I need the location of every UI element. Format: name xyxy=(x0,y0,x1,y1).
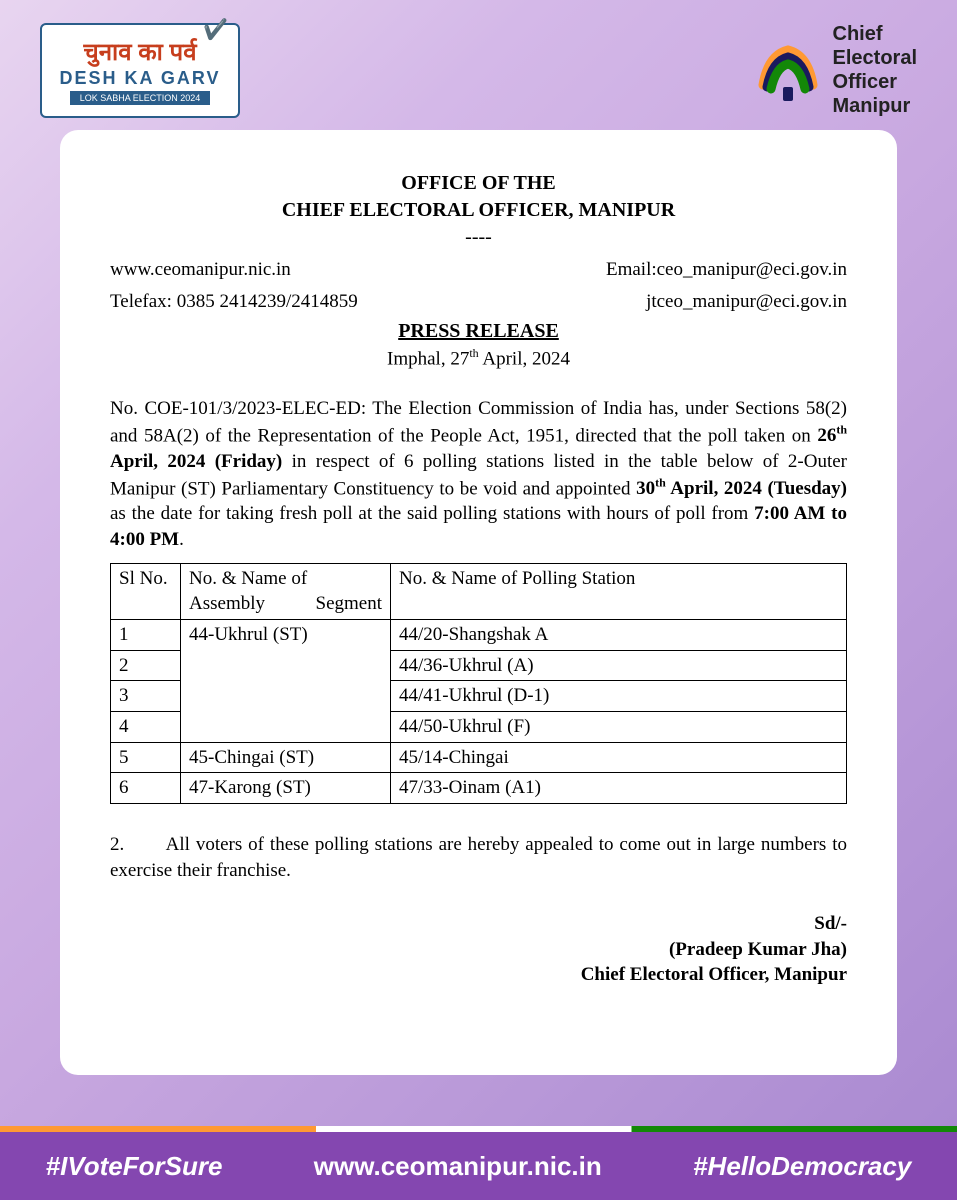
logo-left-line1: चुनाव का पर्व xyxy=(83,35,196,68)
reference-no: No. COE-101/3/2023-ELEC-ED xyxy=(110,398,361,419)
footer-hashtag-right: #HelloDemocracy xyxy=(693,1151,911,1182)
checkmark-icon: ✔️ xyxy=(203,17,228,42)
sig-title: Chief Electoral Officer, Manipur xyxy=(110,962,847,988)
cell-ps: 47/33-Oinam (A1) xyxy=(391,773,847,804)
cell-sl: 5 xyxy=(111,742,181,773)
cell-ps: 44/20-Shangshak A xyxy=(391,620,847,651)
sig-sd: Sd/- xyxy=(110,911,847,937)
logo-left-line2: DESH KA GARV xyxy=(59,68,220,89)
cell-segment: 47-Karong (ST) xyxy=(181,773,391,804)
logo-right-line1: Chief xyxy=(833,22,917,46)
logo-left-line3: LOK SABHA ELECTION 2024 xyxy=(70,91,211,105)
cell-sl: 2 xyxy=(111,650,181,681)
cell-segment: 44-Ukhrul (ST) xyxy=(181,620,391,743)
press-release-heading: PRESS RELEASE xyxy=(110,318,847,345)
cell-sl: 6 xyxy=(111,773,181,804)
footer-bar: #IVoteForSure www.ceomanipur.nic.in #Hel… xyxy=(0,1132,957,1200)
footer-website: www.ceomanipur.nic.in xyxy=(314,1151,602,1182)
logo-right-line3: Officer xyxy=(833,70,917,94)
email1: Email:ceo_manipur@eci.gov.in xyxy=(606,257,847,283)
body-paragraph-2: 2. All voters of these polling stations … xyxy=(110,832,847,883)
th-sl: Sl No. xyxy=(111,563,181,619)
divider: ---- xyxy=(110,224,847,251)
table-row: 6 47-Karong (ST) 47/33-Oinam (A1) xyxy=(111,773,847,804)
telefax: Telefax: 0385 2414239/2414859 xyxy=(110,289,358,315)
signature-block: Sd/- (Pradeep Kumar Jha) Chief Electoral… xyxy=(110,911,847,988)
body-paragraph-1: No. COE-101/3/2023-ELEC-ED: The Election… xyxy=(110,396,847,553)
table-row: 1 44-Ukhrul (ST) 44/20-Shangshak A xyxy=(111,620,847,651)
cell-segment: 45-Chingai (ST) xyxy=(181,742,391,773)
table-header-row: Sl No. No. & Name of Assembly Segment No… xyxy=(111,563,847,619)
cell-sl: 3 xyxy=(111,681,181,712)
place-date: Imphal, 27th April, 2024 xyxy=(110,345,847,372)
cell-sl: 4 xyxy=(111,711,181,742)
logo-desh-ka-garv: ✔️ चुनाव का पर्व DESH KA GARV LOK SABHA … xyxy=(40,23,240,118)
cell-ps: 45/14-Chingai xyxy=(391,742,847,773)
logo-right-line2: Electoral xyxy=(833,46,917,70)
sig-name: (Pradeep Kumar Jha) xyxy=(110,937,847,963)
table-row: 5 45-Chingai (ST) 45/14-Chingai xyxy=(111,742,847,773)
website: www.ceomanipur.nic.in xyxy=(110,257,291,283)
eci-hand-icon xyxy=(753,35,823,105)
footer-hashtag-left: #IVoteForSure xyxy=(46,1151,223,1182)
logo-ceo-manipur: Chief Electoral Officer Manipur xyxy=(753,22,917,118)
cell-ps: 44/50-Ukhrul (F) xyxy=(391,711,847,742)
contact-row-1: www.ceomanipur.nic.in Email:ceo_manipur@… xyxy=(110,257,847,283)
polling-stations-table: Sl No. No. & Name of Assembly Segment No… xyxy=(110,563,847,804)
logo-right-line4: Manipur xyxy=(833,94,917,118)
logo-right-text: Chief Electoral Officer Manipur xyxy=(833,22,917,118)
cell-sl: 1 xyxy=(111,620,181,651)
office-line2: CHIEF ELECTORAL OFFICER, MANIPUR xyxy=(110,197,847,224)
email2: jtceo_manipur@eci.gov.in xyxy=(646,289,847,315)
th-segment: No. & Name of Assembly Segment xyxy=(181,563,391,619)
cell-ps: 44/41-Ukhrul (D-1) xyxy=(391,681,847,712)
office-line1: OFFICE OF THE xyxy=(110,170,847,197)
cell-ps: 44/36-Ukhrul (A) xyxy=(391,650,847,681)
contact-row-2: Telefax: 0385 2414239/2414859 jtceo_mani… xyxy=(110,289,847,315)
th-polling-station: No. & Name of Polling Station xyxy=(391,563,847,619)
header-bar: ✔️ चुनाव का पर्व DESH KA GARV LOK SABHA … xyxy=(0,0,957,130)
press-release-document: OFFICE OF THE CHIEF ELECTORAL OFFICER, M… xyxy=(60,130,897,1075)
